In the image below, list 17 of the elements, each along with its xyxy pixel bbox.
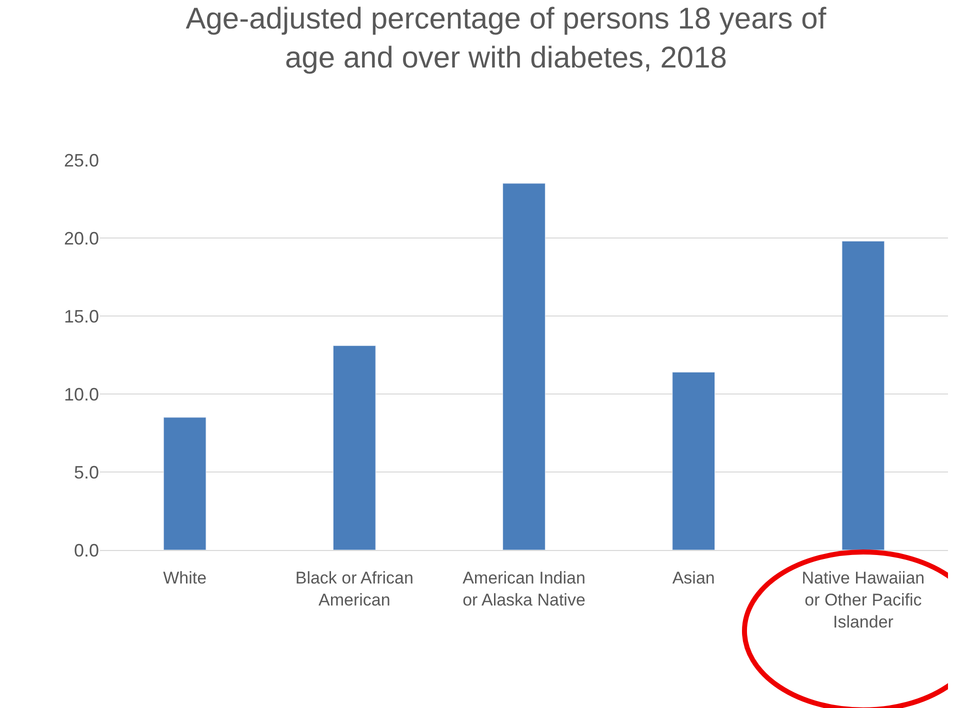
y-tick-label: 10.0 [64, 384, 99, 404]
bar [332, 345, 376, 550]
x-tick-label: Black or African American [295, 568, 414, 610]
y-tick-label: 20.0 [64, 228, 99, 248]
x-tick-label: Native Hawaiian or Other Pacific Islander [802, 568, 925, 632]
y-tick-label: 25.0 [64, 150, 99, 170]
bar [672, 372, 716, 550]
y-tick-label: 15.0 [64, 306, 99, 326]
bar [502, 183, 546, 550]
y-tick-label: 0.0 [74, 540, 99, 560]
x-tick-label: White [163, 568, 207, 588]
bar [163, 417, 206, 550]
y-tick-label: 5.0 [74, 462, 99, 482]
chart-title: Age-adjusted percentage of persons 18 years of age and over with diabetes, 2018 [186, 2, 827, 74]
bar [842, 240, 885, 550]
x-tick-label: American Indian or Alaska Native [462, 568, 586, 610]
x-tick-label: Asian [672, 568, 715, 588]
